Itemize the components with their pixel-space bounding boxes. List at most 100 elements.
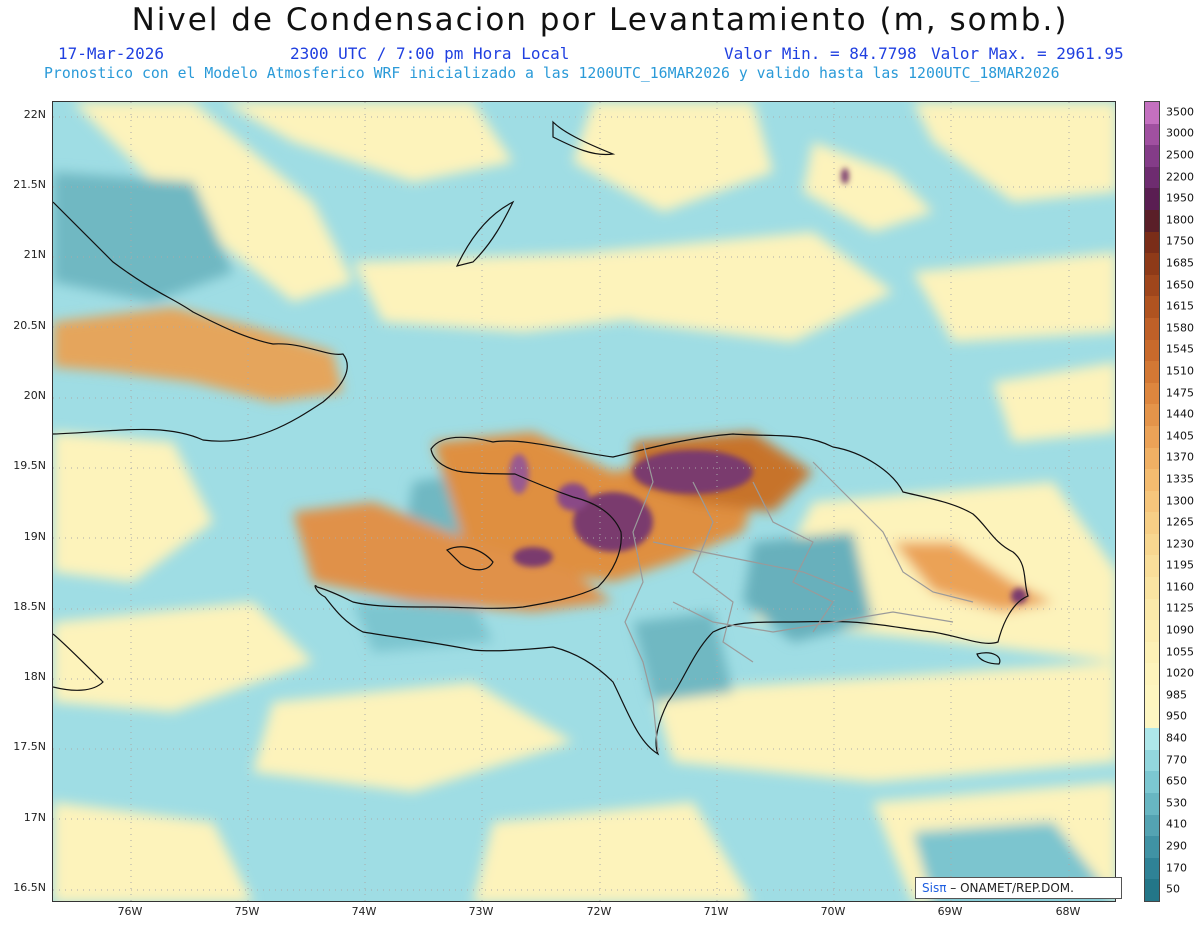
colorbar-label: 170	[1166, 861, 1187, 875]
colorbar-label: 1405	[1166, 429, 1194, 443]
lat-tick-label: 18N	[23, 670, 46, 683]
caicos-islands	[552, 120, 616, 156]
colorbar-label: 2200	[1166, 170, 1194, 184]
colorbar-segment	[1145, 188, 1159, 211]
colorbar-segment	[1145, 641, 1159, 664]
colorbar-segment	[1145, 577, 1159, 600]
colorbar-segment	[1145, 296, 1159, 319]
colorbar-segment	[1145, 879, 1159, 902]
colorbar-segment	[1145, 382, 1159, 405]
credit-org: – ONAMET/REP.DOM.	[946, 881, 1074, 895]
forecast-time: 2300 UTC / 7:00 pm Hora Local	[290, 44, 570, 63]
lat-tick-label: 21N	[23, 248, 46, 261]
map-canvas	[53, 102, 1115, 901]
colorbar-label: 1265	[1166, 515, 1194, 529]
max-value: Valor Max. = 2961.95	[931, 44, 1124, 63]
colorbar-label: 840	[1166, 731, 1187, 745]
lat-tick-label: 20.5N	[13, 319, 46, 332]
colorbar-label: 1090	[1166, 623, 1194, 637]
colorbar-label: 1545	[1166, 342, 1194, 356]
lcl-maxima	[509, 168, 1027, 604]
colorbar-segment	[1145, 533, 1159, 556]
lat-tick-label: 16.5N	[13, 881, 46, 894]
colorbar	[1144, 101, 1160, 902]
colorbar-segment	[1145, 425, 1159, 448]
colorbar-label: 1615	[1166, 299, 1194, 313]
colorbar-label: 50	[1166, 882, 1180, 896]
colorbar-segment	[1145, 123, 1159, 146]
colorbar-label: 3500	[1166, 105, 1194, 119]
colorbar-segment	[1145, 102, 1159, 125]
colorbar-segment	[1145, 598, 1159, 621]
credit-logo: Sisπ	[922, 881, 947, 895]
colorbar-label: 1195	[1166, 558, 1194, 572]
colorbar-segment	[1145, 685, 1159, 708]
colorbar-segment	[1145, 728, 1159, 751]
colorbar-segment	[1145, 339, 1159, 362]
colorbar-label: 1300	[1166, 494, 1194, 507]
colorbar-label: 1055	[1166, 645, 1194, 659]
colorbar-segment	[1145, 620, 1159, 643]
colorbar-label: 290	[1166, 839, 1187, 853]
colorbar-label: 950	[1166, 709, 1187, 723]
map-title: Nivel de Condensacion por Levantamiento …	[131, 2, 1069, 38]
colorbar-label: 1650	[1166, 278, 1194, 292]
colorbar-segment	[1145, 166, 1159, 189]
colorbar-segment	[1145, 447, 1159, 470]
lat-tick-label: 20N	[23, 389, 46, 402]
colorbar-segment	[1145, 793, 1159, 816]
lon-tick-label: 68W	[1055, 905, 1081, 918]
lon-tick-label: 74W	[351, 905, 377, 918]
colorbar-label: 3000	[1166, 126, 1194, 140]
colorbar-label: 1685	[1166, 256, 1194, 270]
lat-tick-label: 17.5N	[13, 740, 46, 753]
model-description: Pronostico con el Modelo Atmosferico WRF…	[44, 65, 1060, 82]
lon-tick-label: 73W	[468, 905, 494, 918]
colorbar-segment	[1145, 274, 1159, 297]
colorbar-segment	[1145, 663, 1159, 686]
colorbar-label: 1440	[1166, 407, 1194, 421]
colorbar-segment	[1145, 857, 1159, 880]
colorbar-label: 770	[1166, 753, 1187, 767]
lat-tick-label: 21.5N	[13, 178, 46, 191]
province-borders	[624, 441, 974, 753]
colorbar-segment	[1145, 706, 1159, 729]
map-panel	[52, 101, 1116, 902]
colorbar-label: 530	[1166, 796, 1187, 810]
lon-tick-label: 71W	[703, 905, 729, 918]
colorbar-label: 1335	[1166, 472, 1194, 486]
colorbar-segment	[1145, 317, 1159, 341]
colorbar-label: 1750	[1166, 234, 1194, 248]
saona-island	[976, 652, 1001, 665]
lat-tick-label: 19.5N	[13, 459, 46, 472]
colorbar-label: 1020	[1166, 666, 1194, 680]
colorbar-segment	[1145, 145, 1159, 168]
colorbar-label: 985	[1166, 688, 1187, 702]
colorbar-label: 1230	[1166, 537, 1194, 551]
lat-tick-label: 22N	[23, 108, 46, 121]
lat-tick-label: 19N	[23, 530, 46, 543]
forecast-date: 17-Mar-2026	[58, 44, 164, 63]
cuba-coast	[53, 201, 348, 442]
colorbar-label: 1800	[1166, 213, 1194, 227]
min-value: Valor Min. = 84.7798	[724, 44, 917, 63]
colorbar-segment	[1145, 836, 1159, 859]
colorbar-label: 1475	[1166, 386, 1194, 400]
lon-tick-label: 76W	[117, 905, 143, 918]
colorbar-segment	[1145, 469, 1159, 492]
colorbar-label: 1125	[1166, 601, 1194, 615]
great-inagua	[455, 200, 515, 267]
gonave-island	[445, 546, 494, 571]
colorbar-label: 1580	[1166, 321, 1194, 335]
colorbar-segment	[1145, 209, 1159, 233]
lon-tick-label: 72W	[586, 905, 612, 918]
lon-tick-label: 69W	[937, 905, 963, 918]
jamaica-coast	[53, 633, 104, 691]
colorbar-segment	[1145, 555, 1159, 578]
coastlines	[53, 120, 1029, 756]
colorbar-label: 1370	[1166, 450, 1194, 464]
lon-tick-label: 70W	[820, 905, 846, 918]
colorbar-segment	[1145, 771, 1159, 794]
colorbar-segment	[1145, 361, 1159, 384]
colorbar-label: 1160	[1166, 580, 1194, 594]
